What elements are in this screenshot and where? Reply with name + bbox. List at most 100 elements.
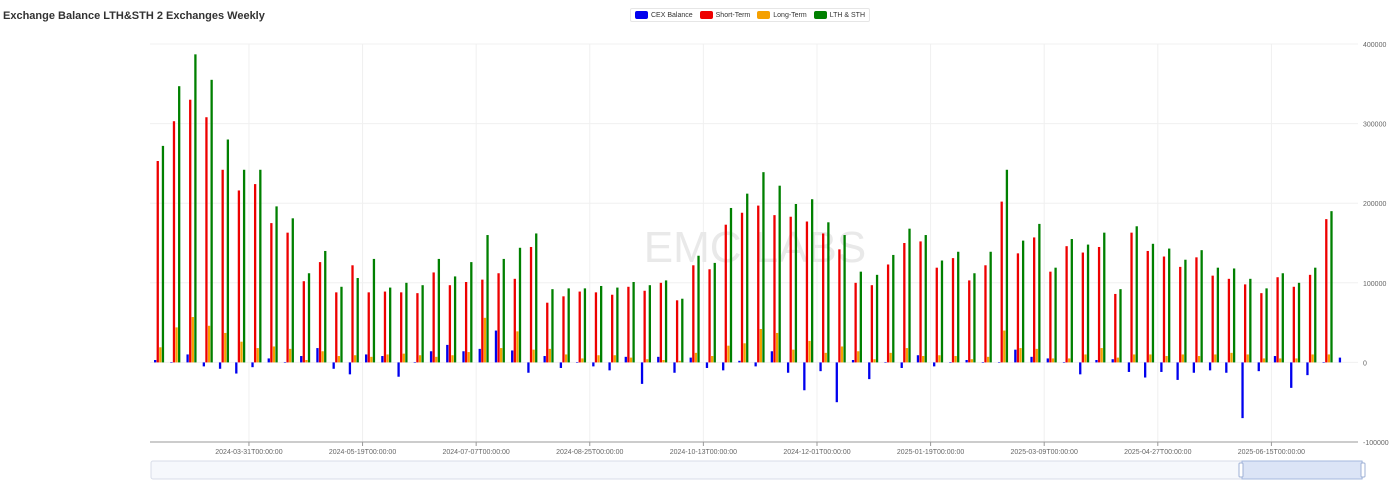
bar-short-term[interactable] xyxy=(1130,232,1133,363)
bar-short-term[interactable] xyxy=(205,117,208,363)
bar-short-term[interactable] xyxy=(1292,286,1295,363)
bar-lth-sth[interactable] xyxy=(1216,267,1220,363)
bar-cex-balance[interactable] xyxy=(819,362,822,372)
bar-cex-balance[interactable] xyxy=(1176,362,1179,380)
bar-short-term[interactable] xyxy=(270,223,273,363)
bar-long-term[interactable] xyxy=(873,359,876,363)
bar-long-term[interactable] xyxy=(483,317,487,363)
bar-short-term[interactable] xyxy=(740,212,744,363)
bar-short-term[interactable] xyxy=(951,258,955,363)
bar-long-term[interactable] xyxy=(159,347,162,363)
bar-cex-balance[interactable] xyxy=(868,362,871,380)
bar-cex-balance[interactable] xyxy=(1290,362,1293,388)
bar-short-term[interactable] xyxy=(594,292,598,363)
bar-short-term[interactable] xyxy=(611,294,614,363)
bar-long-term[interactable] xyxy=(402,353,405,363)
bar-long-term[interactable] xyxy=(1230,352,1233,363)
bar-cex-balance[interactable] xyxy=(1241,362,1244,419)
bar-long-term[interactable] xyxy=(1068,358,1071,363)
bar-long-term[interactable] xyxy=(1051,358,1055,363)
bar-cex-balance[interactable] xyxy=(1062,362,1066,363)
bar-short-term[interactable] xyxy=(1146,250,1149,363)
zoom-window[interactable] xyxy=(1241,460,1363,480)
bar-short-term[interactable] xyxy=(416,293,419,363)
bar-cex-balance[interactable] xyxy=(1192,362,1195,373)
bar-short-term[interactable] xyxy=(1325,219,1328,363)
bar-lth-sth[interactable] xyxy=(551,289,554,363)
bar-long-term[interactable] xyxy=(207,325,211,363)
bar-short-term[interactable] xyxy=(919,241,922,363)
bar-long-term[interactable] xyxy=(727,345,730,363)
bar-long-term[interactable] xyxy=(1295,358,1298,363)
bar-short-term[interactable] xyxy=(1033,237,1036,363)
bar-cex-balance[interactable] xyxy=(624,356,627,363)
bar-cex-balance[interactable] xyxy=(413,362,416,363)
bar-lth-sth[interactable] xyxy=(859,271,862,363)
bar-cex-balance[interactable] xyxy=(300,356,303,363)
zoom-handle-left[interactable] xyxy=(1238,462,1244,478)
bar-lth-sth[interactable] xyxy=(600,285,603,363)
bar-cex-balance[interactable] xyxy=(202,362,205,367)
bar-long-term[interactable] xyxy=(1132,354,1136,363)
bar-lth-sth[interactable] xyxy=(291,218,294,363)
bar-long-term[interactable] xyxy=(759,328,762,363)
bar-lth-sth[interactable] xyxy=(1184,259,1187,363)
bar-cex-balance[interactable] xyxy=(640,362,644,384)
bar-cex-balance[interactable] xyxy=(689,357,692,363)
bar-long-term[interactable] xyxy=(1003,330,1006,363)
bar-cex-balance[interactable] xyxy=(218,362,222,369)
bar-cex-balance[interactable] xyxy=(1127,362,1131,372)
bar-short-term[interactable] xyxy=(675,300,679,363)
bar-long-term[interactable] xyxy=(597,355,600,363)
bar-cex-balance[interactable] xyxy=(1322,362,1325,363)
bar-cex-balance[interactable] xyxy=(559,362,563,368)
bar-cex-balance[interactable] xyxy=(397,362,400,377)
bar-long-term[interactable] xyxy=(889,352,892,363)
bar-lth-sth[interactable] xyxy=(1168,248,1171,363)
bar-cex-balance[interactable] xyxy=(1338,357,1342,363)
bar-cex-balance[interactable] xyxy=(1095,360,1098,363)
bar-cex-balance[interactable] xyxy=(429,351,433,363)
bar-short-term[interactable] xyxy=(367,292,370,363)
bar-long-term[interactable] xyxy=(1262,358,1266,363)
bar-long-term[interactable] xyxy=(321,351,324,363)
bar-cex-balance[interactable] xyxy=(1306,362,1309,376)
bar-lth-sth[interactable] xyxy=(340,286,343,363)
bar-lth-sth[interactable] xyxy=(1103,232,1106,363)
bar-short-term[interactable] xyxy=(513,278,516,363)
bar-lth-sth[interactable] xyxy=(389,287,392,363)
bar-short-term[interactable] xyxy=(757,205,760,363)
bar-short-term[interactable] xyxy=(1276,277,1279,363)
bar-lth-sth[interactable] xyxy=(664,280,668,363)
bar-lth-sth[interactable] xyxy=(437,258,441,363)
legend-item-cex-balance[interactable]: CEX Balance xyxy=(635,11,693,19)
bar-long-term[interactable] xyxy=(1019,348,1022,363)
bar-short-term[interactable] xyxy=(773,215,776,363)
bar-lth-sth[interactable] xyxy=(1151,243,1155,363)
bar-cex-balance[interactable] xyxy=(381,356,384,363)
bar-long-term[interactable] xyxy=(289,348,292,363)
bar-cex-balance[interactable] xyxy=(673,362,676,373)
bar-long-term[interactable] xyxy=(938,355,941,363)
bar-short-term[interactable] xyxy=(1227,278,1231,363)
bar-long-term[interactable] xyxy=(191,317,194,363)
bar-cex-balance[interactable] xyxy=(543,356,546,363)
bar-lth-sth[interactable] xyxy=(908,228,911,363)
zoom-track[interactable] xyxy=(150,460,1364,480)
bar-cex-balance[interactable] xyxy=(608,362,611,371)
bar-short-term[interactable] xyxy=(1049,271,1052,363)
bar-long-term[interactable] xyxy=(548,348,552,363)
bar-lth-sth[interactable] xyxy=(648,285,651,363)
bar-short-term[interactable] xyxy=(935,267,938,363)
bar-long-term[interactable] xyxy=(435,356,438,363)
bar-lth-sth[interactable] xyxy=(957,251,960,363)
bar-short-term[interactable] xyxy=(692,265,695,363)
bar-lth-sth[interactable] xyxy=(161,145,165,363)
bar-lth-sth[interactable] xyxy=(940,260,944,363)
bar-short-term[interactable] xyxy=(432,272,435,363)
bar-lth-sth[interactable] xyxy=(502,258,505,363)
bar-lth-sth[interactable] xyxy=(210,79,213,363)
bar-cex-balance[interactable] xyxy=(803,362,806,391)
bar-long-term[interactable] xyxy=(694,352,698,363)
bar-cex-balance[interactable] xyxy=(738,360,741,363)
